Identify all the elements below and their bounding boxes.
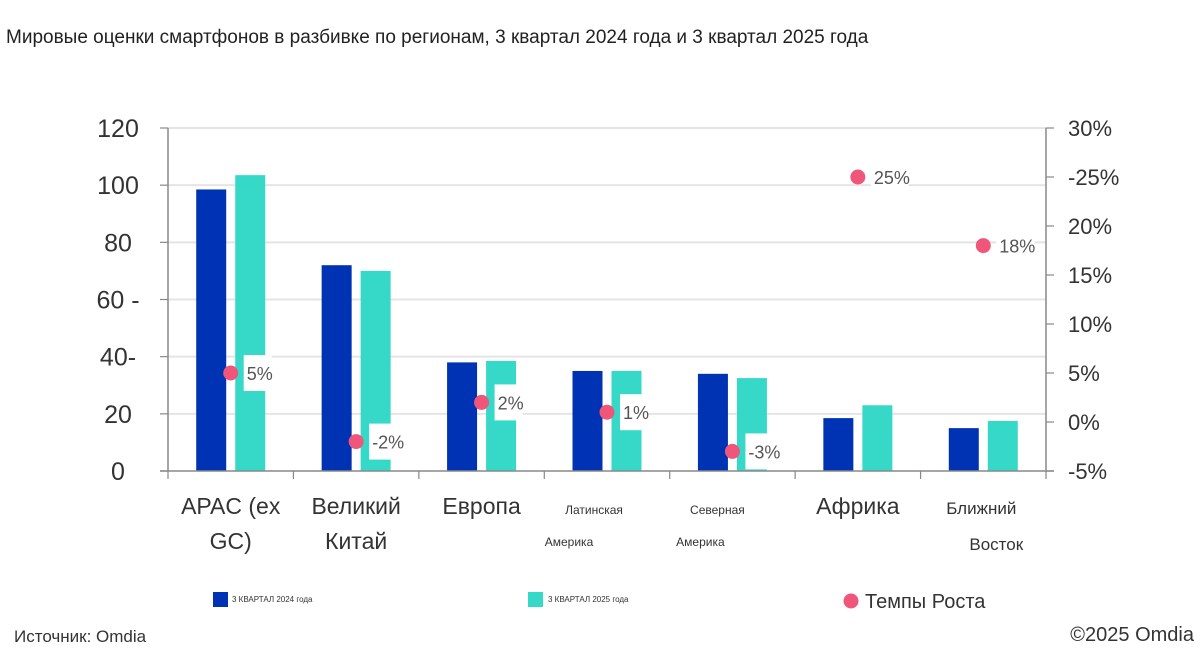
growth-label-bg — [243, 355, 272, 391]
category-label: Латинская — [565, 503, 623, 517]
category-label: Китай — [325, 528, 387, 554]
category-label: Северная — [690, 503, 745, 517]
bar-q3-2025 — [987, 420, 1018, 471]
bar-q3-2024 — [948, 428, 979, 471]
growth-label: 18% — [999, 237, 1035, 257]
category-label: GC) — [210, 528, 252, 554]
bar-q3-2025 — [235, 175, 266, 471]
category-label: Европа — [442, 493, 521, 519]
category-label: Америка — [676, 535, 725, 549]
source-note: Источник: Omdia — [14, 627, 147, 646]
bar-q3-2025 — [862, 405, 893, 471]
bar-q3-2024 — [196, 189, 227, 471]
growth-label-bg — [745, 433, 784, 470]
bars — [196, 175, 1018, 471]
legend-swatch-q3-2024 — [213, 592, 228, 607]
legend-swatch-q3-2025 — [528, 592, 543, 607]
category-label: Африка — [816, 493, 900, 519]
bar-q3-2024 — [447, 362, 478, 471]
chart-title: Мировые оценки смартфонов в разбивке по … — [6, 27, 869, 48]
category-label: Великий — [311, 493, 400, 519]
y2-tick-label: -5% — [1068, 459, 1107, 484]
growth-markers: 5% -2% 2% 1% -3% 25% 18% — [223, 159, 1035, 470]
legend-label-q3-2025: 3 КВАРТАЛ 2025 года — [548, 595, 629, 604]
growth-label: 1% — [623, 403, 649, 423]
growth-label-bg — [870, 159, 909, 195]
y2-tick-label: 10% — [1068, 312, 1112, 337]
growth-point — [348, 434, 364, 450]
y-tick-label: 20 — [104, 401, 132, 429]
growth-point — [599, 404, 615, 420]
growth-label: 5% — [247, 364, 273, 384]
growth-label: -3% — [748, 442, 780, 462]
category-label: Ближний — [946, 499, 1016, 518]
growth-label: 25% — [874, 168, 910, 188]
y-tick-label: 40- — [100, 344, 136, 372]
y2-tick-label: 0% — [1068, 410, 1100, 435]
copyright: ©2025 Omdia — [1070, 624, 1194, 646]
growth-label-bg — [996, 227, 1035, 264]
category-labels: APAC (ex GC) Великий Китай Европа Латинская Ам… — [181, 493, 1024, 554]
growth-label-bg — [620, 394, 648, 431]
growth-point — [975, 238, 991, 254]
category-label: APAC (ex — [181, 493, 281, 519]
y2-tick-label: 30% — [1068, 116, 1112, 141]
legend: 3 КВАРТАЛ 2024 года 3 КВАРТАЛ 2025 года … — [213, 591, 986, 613]
legend-marker-growth — [843, 593, 859, 609]
y2-tick-label: 20% — [1068, 214, 1112, 239]
grid-lines — [168, 127, 1046, 415]
y-tick-label: 0 — [111, 458, 125, 486]
legend-label-growth: Темпы Роста — [865, 591, 986, 613]
growth-point — [223, 365, 239, 381]
y-tick-label: 80 — [104, 229, 132, 257]
growth-label: 2% — [498, 393, 524, 413]
y-tick-label: 60 - — [96, 287, 139, 315]
y2-tick-label: 5% — [1068, 361, 1100, 386]
bar-q3-2024 — [823, 418, 854, 471]
legend-label-q3-2024: 3 КВАРТАЛ 2024 года — [232, 595, 313, 604]
y2-tick-label: -25% — [1068, 165, 1119, 190]
category-label: Америка — [545, 535, 594, 549]
y-tick-label: 120 — [97, 115, 139, 143]
tick-labels: 0 20 40- 60 - 80 100 120 -5% 0% 5% 10% 15% 20% -25% 30… — [96, 115, 1119, 486]
bar-q3-2024 — [697, 373, 728, 471]
growth-point — [474, 394, 490, 410]
bar-q3-2024 — [321, 265, 352, 471]
growth-point — [850, 169, 866, 185]
growth-label: -2% — [372, 433, 404, 453]
y-tick-label: 100 — [97, 172, 139, 200]
bar-q3-2024 — [572, 370, 603, 471]
category-label: Восток — [969, 535, 1023, 554]
growth-label-bg — [494, 384, 523, 421]
growth-point — [724, 443, 740, 459]
y2-tick-label: 15% — [1068, 263, 1112, 288]
axes — [160, 127, 1054, 479]
growth-label-bg — [369, 423, 408, 460]
